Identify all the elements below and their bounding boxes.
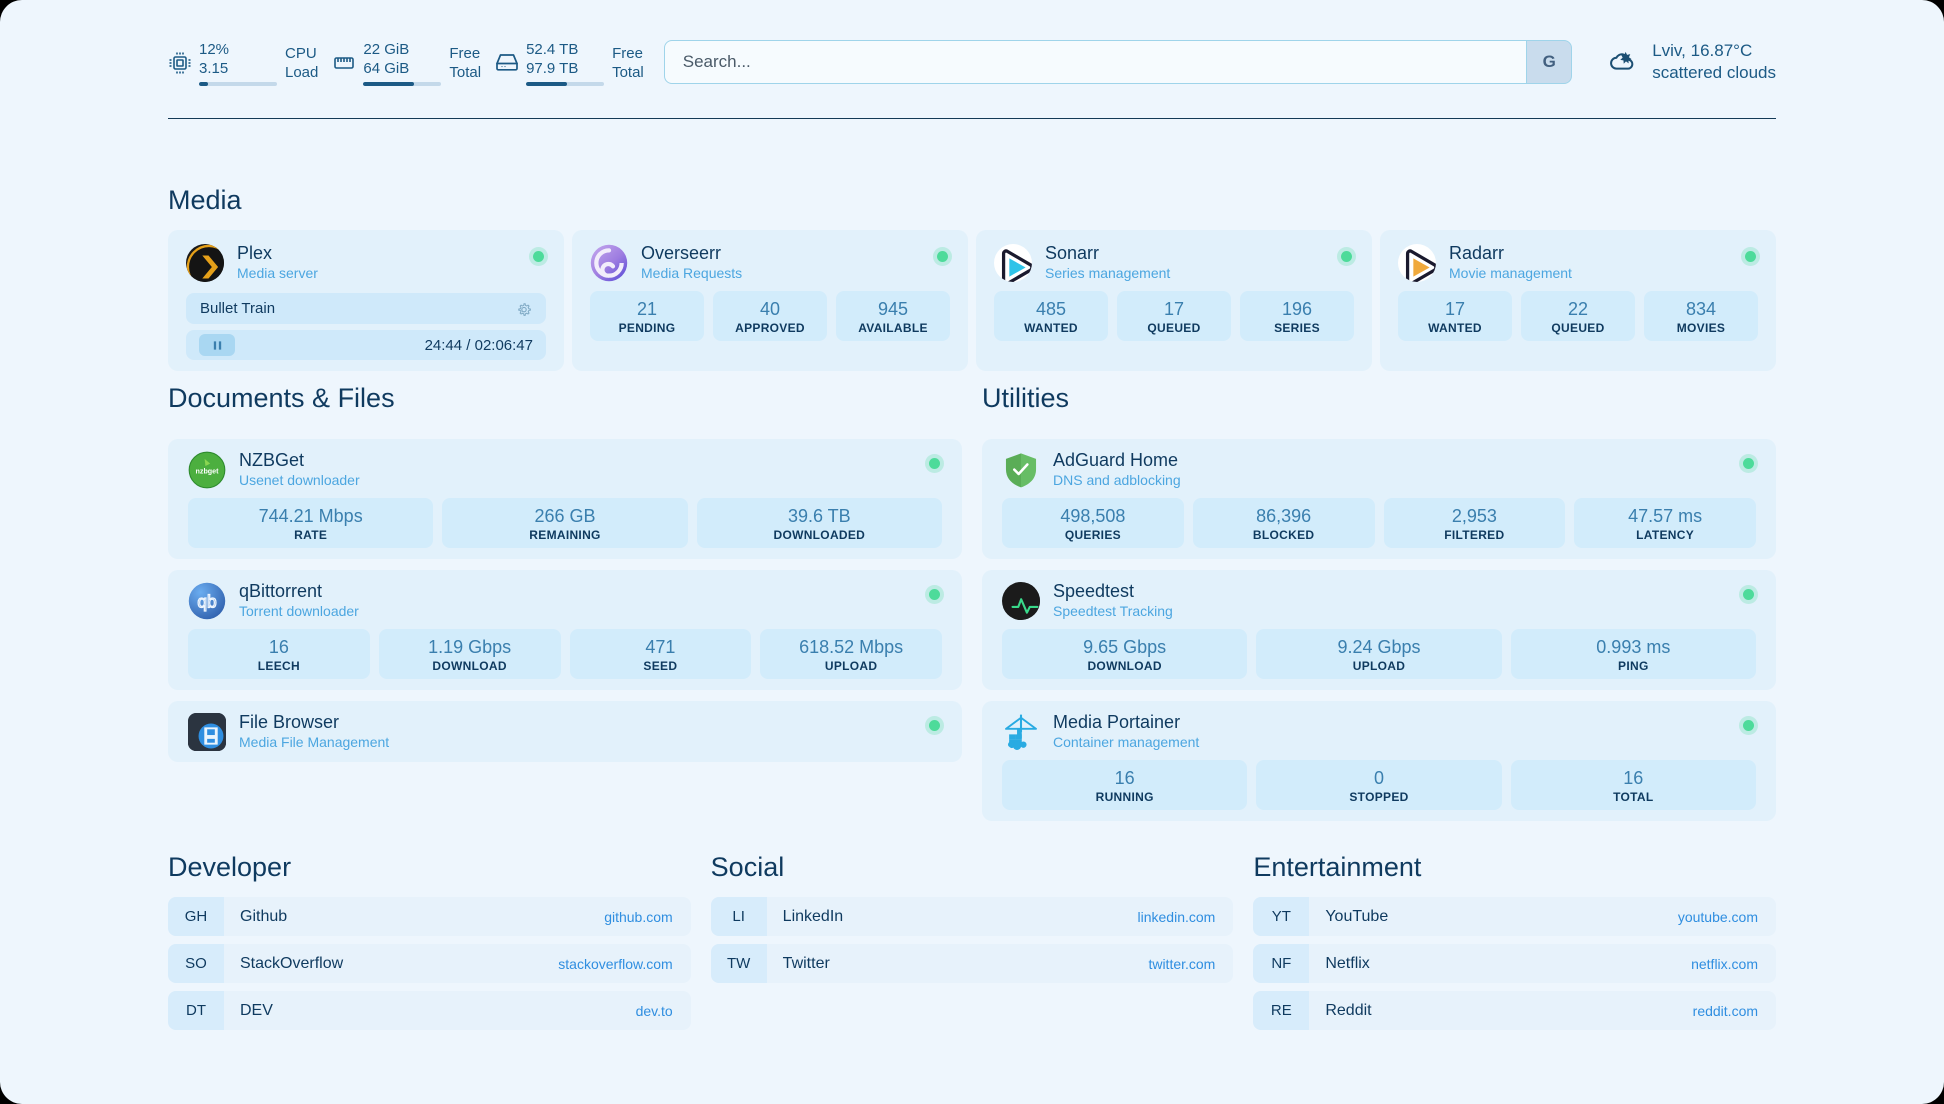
- svg-text:qb: qb: [197, 591, 216, 611]
- svg-text:nzbget: nzbget: [196, 467, 220, 475]
